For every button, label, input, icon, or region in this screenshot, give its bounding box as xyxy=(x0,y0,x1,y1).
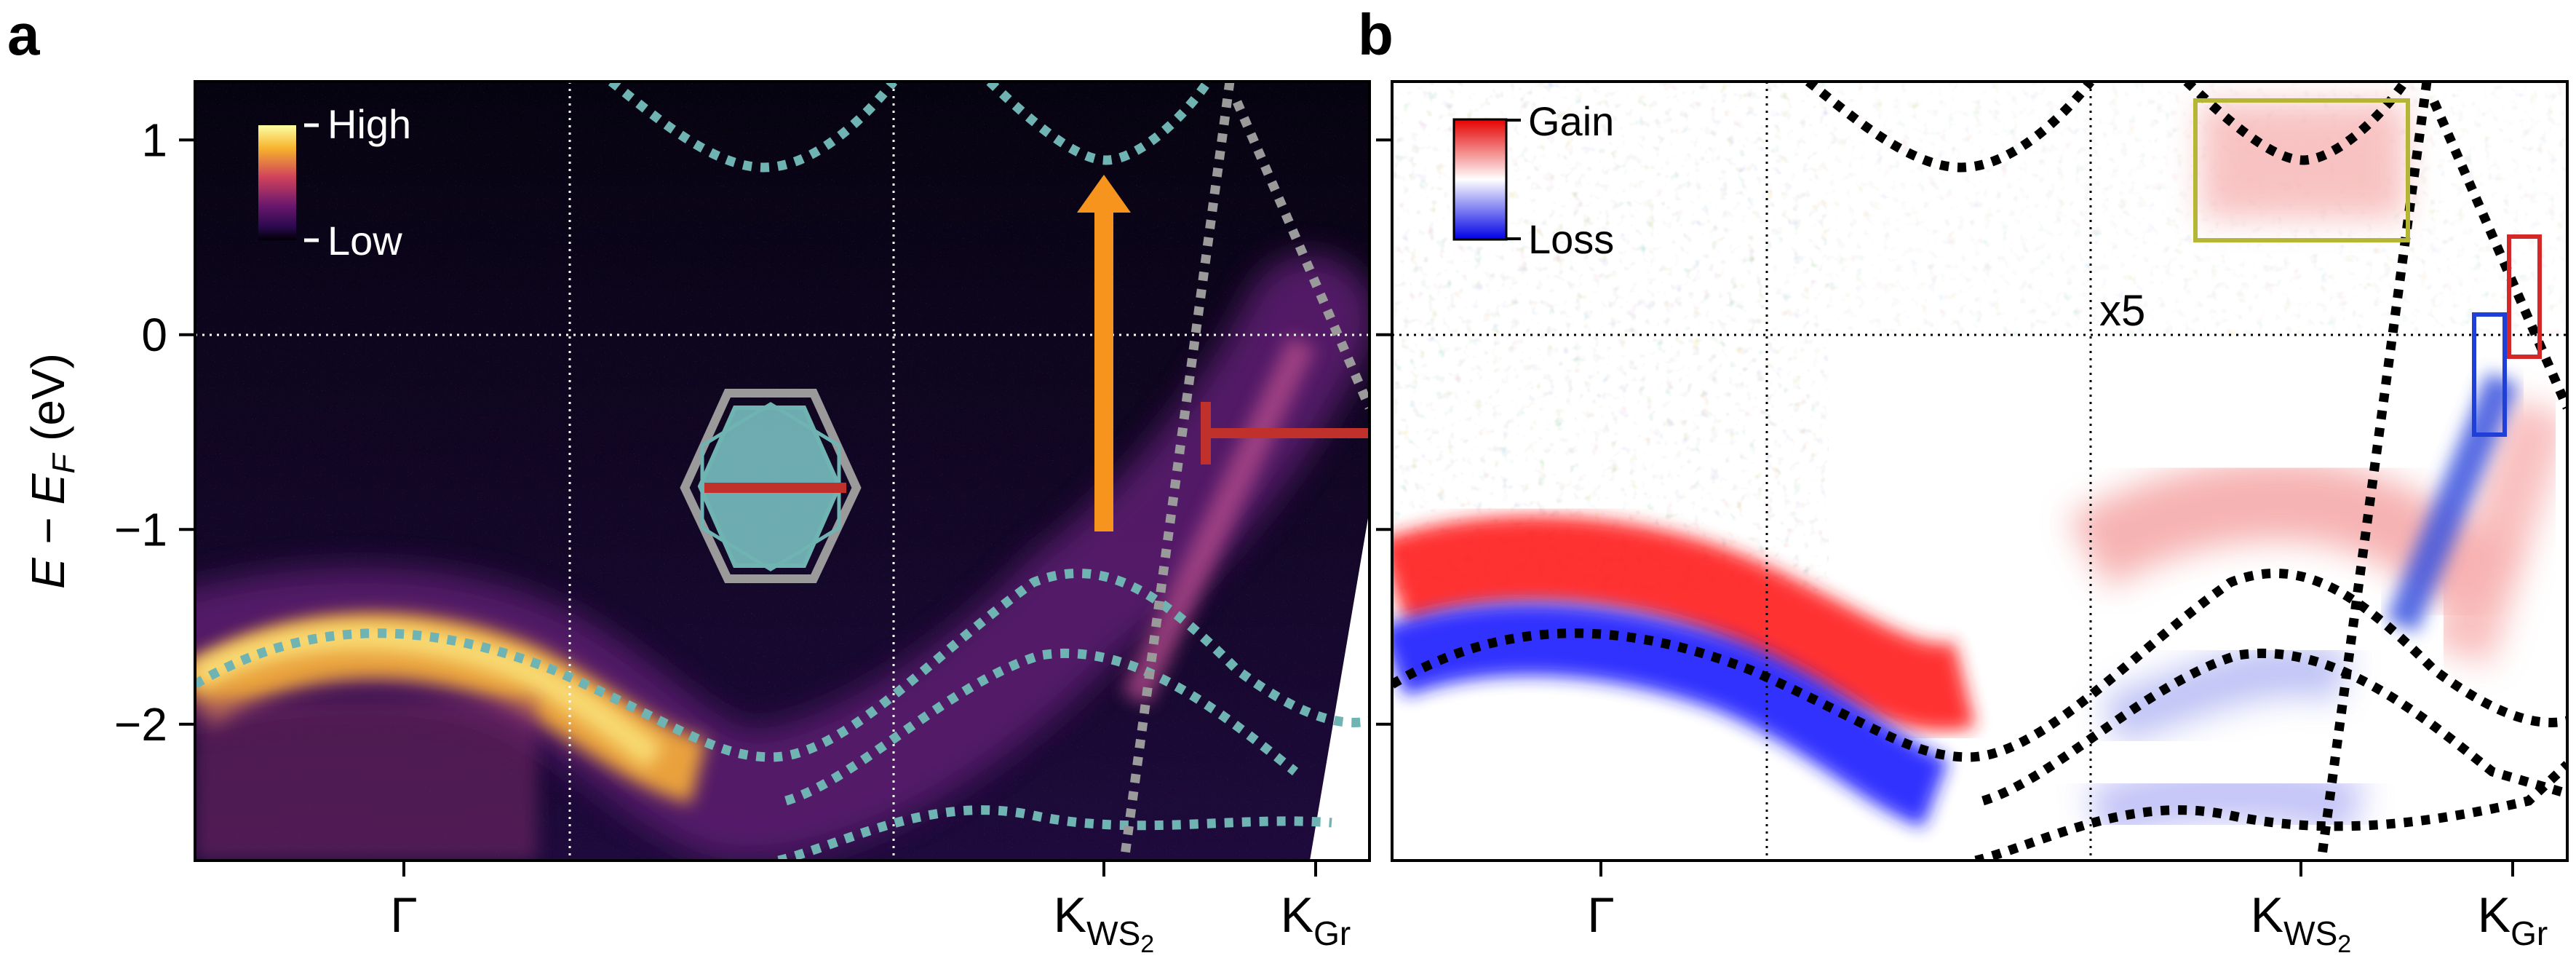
panel-a-blank-wedge xyxy=(1310,510,1370,861)
panel-b-valence-band-3 xyxy=(1974,761,2567,861)
panel-label-b: b xyxy=(1358,2,1394,67)
panel-b-frame xyxy=(1391,80,2569,862)
panel-b-loss-lower xyxy=(2086,763,2365,844)
x-tick-label-2: KGr xyxy=(2478,887,2548,952)
panel-b-conduction-band-1 xyxy=(1805,82,2095,173)
panel-b-plot: x5 xyxy=(1392,82,2567,861)
panel-a-y-axis-label: E − EF (eV) xyxy=(22,353,82,589)
panel-b-loss-cone xyxy=(2385,372,2519,633)
panel-a-model-bands xyxy=(195,82,1370,861)
panel-label-a: a xyxy=(7,2,40,67)
panel-b-colorbar-gradient xyxy=(1452,118,1508,241)
panel-a-arrow-head xyxy=(1077,175,1131,213)
panel-a-valence-band-3 xyxy=(777,805,1332,861)
bz-rotated-hexagon xyxy=(700,402,841,572)
panel-a-colorbar-low-label: Low xyxy=(327,218,402,264)
panel-a-colorbar-high-label: High xyxy=(327,101,411,147)
panel-b-x-ticks: Γ KWS2 KGr xyxy=(1587,861,2548,958)
panel-b-loss-band xyxy=(1392,602,1949,828)
panel-a-lower-fill xyxy=(195,699,537,861)
panel-a-graphene-cone xyxy=(1121,336,1316,705)
panel-b-scale-annotation: x5 xyxy=(2099,286,2145,335)
panel-a-y-ticks: 1 0 −1 −2 xyxy=(114,114,195,751)
panel-b-loss-box xyxy=(2472,312,2507,437)
panel-b-conduction-band-2 xyxy=(2183,82,2409,165)
panel-a-dirac-line-1 xyxy=(1119,82,1235,861)
panel-a-marker-cap xyxy=(1201,402,1211,464)
y-tick-label-0: 1 xyxy=(141,114,167,166)
y-label-sub: F xyxy=(46,453,82,474)
panel-a-plot xyxy=(195,82,1370,861)
panel-a-excitation-arrow xyxy=(1077,175,1131,531)
x-tick-label-2: KGr xyxy=(1281,887,1351,952)
panel-a-conduction-band-2 xyxy=(986,82,1212,165)
panel-a-valence-band-1 xyxy=(195,568,1370,762)
y-label-main: E − E xyxy=(22,472,74,589)
panel-a-valence-band-2 xyxy=(784,648,1299,806)
panel-b-colorbar: Gain Loss xyxy=(1452,98,1614,262)
bz-momentum-cut xyxy=(704,483,846,493)
x-tick-label-1: KWS2 xyxy=(2251,887,2351,958)
panel-a-brillouin-zone-inset xyxy=(680,389,862,583)
bz-outer-hexagon xyxy=(680,389,862,583)
panel-a-marker-bar xyxy=(1204,428,1370,438)
y-tick-label-1: 0 xyxy=(141,309,167,361)
panel-a-colorbar: High Low xyxy=(258,101,411,264)
panel-a-arrow-shaft xyxy=(1094,211,1113,531)
panel-a-frame xyxy=(194,80,1371,862)
panel-a-colorbar-gradient xyxy=(258,125,296,240)
panel-b-valence-band-1 xyxy=(1392,568,2567,762)
panel-b-gain-cone xyxy=(2428,398,2567,665)
panel-b-colorbar-loss-label: Loss xyxy=(1528,216,1614,262)
y-tick-label-2: −1 xyxy=(114,503,167,555)
panel-b-dirac-line-2 xyxy=(2430,100,2567,410)
y-label-unit: (eV) xyxy=(22,353,74,454)
x-tick-label-0: Γ xyxy=(1587,887,1614,943)
panel-a-dirac-cone xyxy=(1119,82,1370,861)
x-tick-label-0: Γ xyxy=(390,887,417,943)
panel-b-conduction-box xyxy=(2193,98,2410,242)
x-tick-label-1: KWS2 xyxy=(1054,887,1154,958)
panel-b-gain-band xyxy=(1392,515,1976,731)
panel-b-gain-box xyxy=(2507,234,2542,359)
panel-a-dirac-line-2 xyxy=(1233,100,1370,410)
panel-a-momentum-marker xyxy=(1201,402,1370,464)
panel-b-colorbar-gain-label: Gain xyxy=(1528,98,1614,144)
panel-a-x-ticks: Γ KWS2 KGr xyxy=(390,861,1351,958)
panel-b-loss-valley xyxy=(2102,644,2351,746)
panel-b-y-ticks xyxy=(1376,138,1392,726)
y-tick-label-3: −2 xyxy=(114,698,167,751)
panel-b-noise-upper-right xyxy=(1829,82,2567,336)
panel-b-model-bands xyxy=(1392,82,2567,861)
panel-a-conduction-band-1 xyxy=(608,82,898,173)
